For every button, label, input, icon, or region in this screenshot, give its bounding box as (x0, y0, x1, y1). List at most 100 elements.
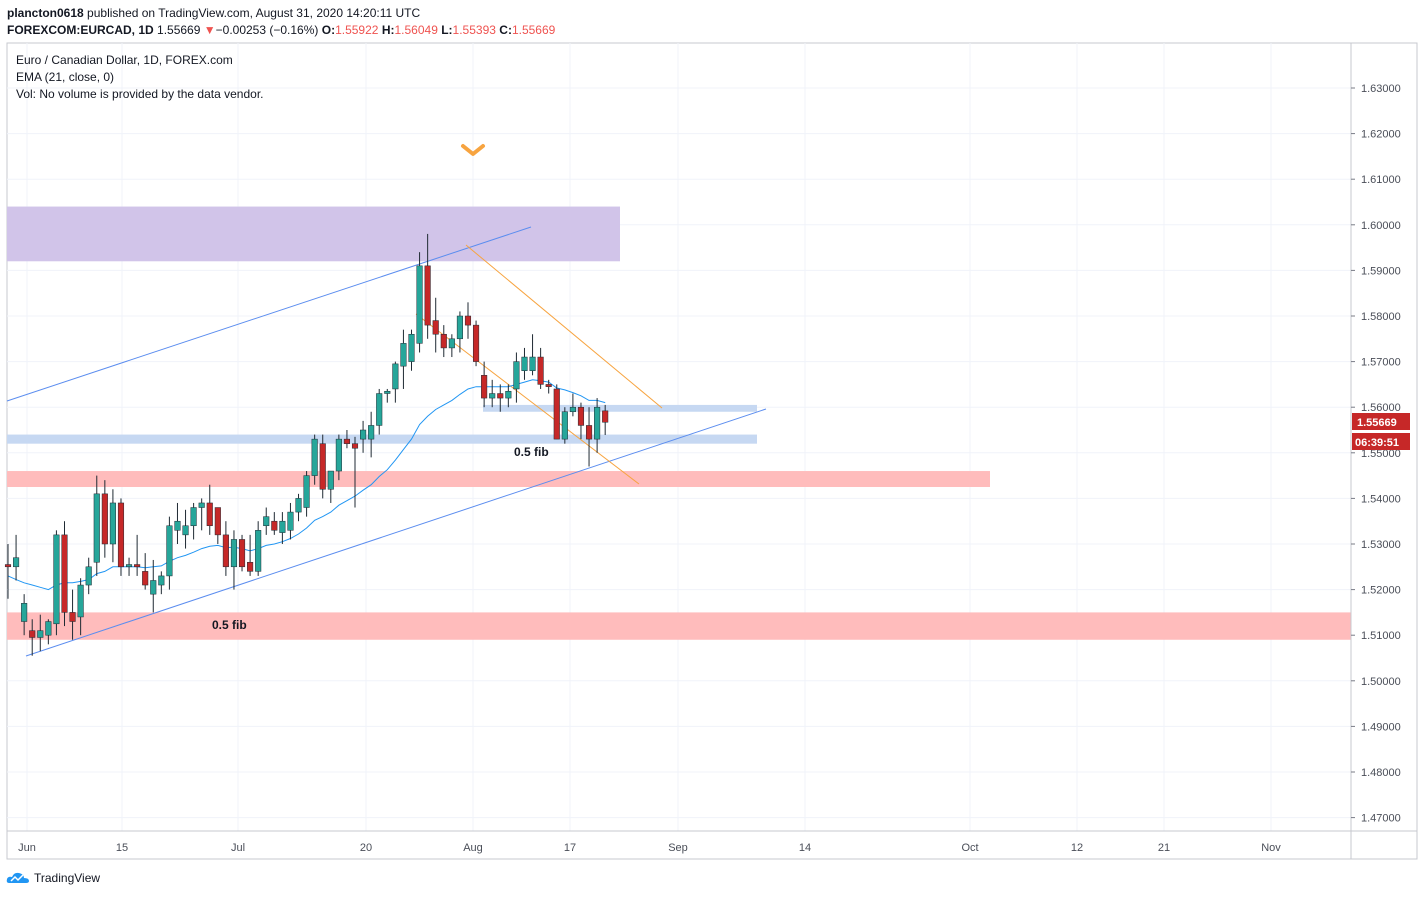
candle (335, 434, 342, 481)
legend-ema[interactable]: EMA (21, close, 0) (16, 70, 115, 84)
candle (279, 512, 286, 544)
candle-body (134, 564, 141, 568)
candle (602, 404, 609, 436)
symbol-line: FOREXCOM:EURCAD, 1D (7, 23, 154, 37)
close-value: 1.55669 (511, 23, 556, 37)
candle-body (77, 584, 84, 618)
candle (247, 534, 254, 576)
candle-body (126, 564, 133, 568)
candle (392, 361, 399, 403)
price-tick-label: 1.53000 (1361, 539, 1401, 551)
author-name[interactable]: plancton0618 (7, 6, 84, 20)
candle (360, 420, 367, 453)
time-tick-label: 17 (564, 842, 576, 854)
time-tick-label: 20 (360, 842, 372, 854)
candle-body (206, 502, 213, 527)
candle-body (4, 564, 12, 568)
candle-body (424, 265, 431, 326)
candle (255, 521, 262, 576)
candle-body (174, 520, 181, 531)
candle-body (303, 475, 310, 508)
tradingview-cloud-icon (6, 872, 29, 883)
candle (432, 297, 439, 353)
price-tick-label: 1.48000 (1361, 767, 1401, 779)
candle (222, 521, 229, 576)
candle-body (198, 502, 205, 508)
candle (93, 475, 100, 576)
candle-body (489, 393, 496, 399)
candle-body (497, 393, 504, 399)
candle-body (585, 425, 593, 440)
candle (77, 578, 84, 636)
candle (537, 347, 544, 389)
candle (150, 559, 157, 613)
candle-body (392, 363, 399, 390)
channel-line-upper (465, 244, 663, 409)
candle-body (473, 324, 480, 362)
candle-body (368, 425, 375, 440)
low-label: L: (441, 23, 453, 37)
legend-title: Euro / Canadian Dollar, 1D, FOREX.com (16, 53, 233, 67)
candle-body (521, 356, 528, 371)
candle-body (384, 390, 391, 394)
candle (206, 484, 213, 535)
candle-body (37, 630, 44, 638)
candle (126, 557, 133, 576)
candle-body (29, 630, 36, 638)
time-tick-label: 12 (1071, 842, 1083, 854)
candle (400, 329, 407, 389)
price-tick-label: 1.55000 (1361, 448, 1401, 460)
fib-label-upper: 0.5 fib (514, 445, 549, 459)
candle-body (343, 438, 350, 444)
candle-body (150, 580, 157, 595)
close-label: C: (499, 23, 512, 37)
candle (448, 334, 455, 358)
candle (497, 384, 504, 412)
price-tick-label: 1.61000 (1361, 174, 1401, 186)
candle (295, 493, 302, 522)
candle-body (109, 502, 116, 545)
tradingview-logo[interactable]: TradingView (6, 871, 100, 885)
candle (101, 480, 108, 558)
candle (464, 302, 472, 339)
candle (569, 393, 576, 417)
candle (384, 388, 391, 403)
candle (109, 489, 116, 563)
candle (45, 619, 52, 645)
candle (271, 512, 278, 535)
candle-body (351, 443, 359, 449)
candle-body (408, 333, 415, 362)
open-label: O: (321, 23, 336, 37)
resistance-zone (7, 206, 620, 262)
candle-body (158, 575, 165, 586)
candle-body (594, 406, 601, 440)
candle (505, 384, 512, 408)
price-tick-label: 1.59000 (1361, 265, 1401, 277)
candle-body (553, 388, 560, 440)
candle (473, 320, 480, 367)
low-value: 1.55393 (452, 23, 496, 37)
candle-body (182, 525, 189, 536)
candle (343, 430, 350, 449)
time-tick-label: Aug (463, 842, 483, 854)
lower-trendline (25, 408, 767, 657)
candle-body (327, 470, 334, 490)
candle (287, 502, 294, 540)
time-axis[interactable]: Jun 15 Jul 20 Aug 17 Sep 14 Oct 12 21 Nov (6, 830, 1418, 860)
candle-body (464, 315, 472, 326)
price-tick-label: 1.60000 (1361, 220, 1401, 232)
candle-body (505, 390, 512, 399)
price-change: −0.00253 (−0.16%) (215, 23, 319, 37)
candle-body (602, 410, 609, 423)
candle (238, 534, 246, 572)
candle (416, 252, 423, 353)
price-tick-label: 1.62000 (1361, 129, 1401, 141)
candle (182, 509, 189, 549)
price-tick-label: 1.58000 (1361, 311, 1401, 323)
fib-label-lower: 0.5 fib (212, 618, 247, 632)
candle (29, 619, 36, 656)
symbol-info: FOREXCOM:EURCAD, 1D 1.55669 ▼−0.00253 (−… (7, 23, 555, 37)
candle (61, 521, 68, 627)
candle (85, 557, 92, 595)
